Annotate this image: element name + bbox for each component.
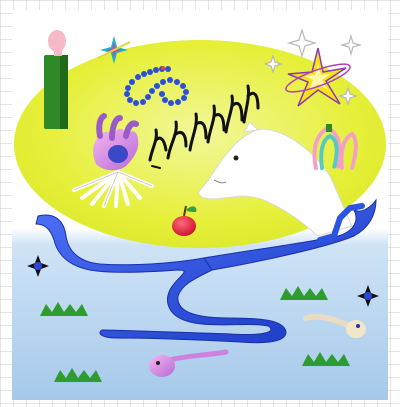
hand-sculpture-icon — [93, 113, 139, 171]
sparkle-icon — [263, 27, 363, 106]
red-apple-icon — [172, 205, 197, 236]
fan-sticks-outline — [73, 171, 153, 207]
grass-tuft-icon — [40, 286, 350, 382]
pink-head-icon — [48, 30, 66, 52]
yellow-star-icon — [285, 47, 351, 107]
blue-river-icon — [35, 198, 377, 344]
black-star-icon — [27, 255, 49, 277]
teal-star-icon — [97, 36, 131, 64]
black-squiggle-figures-icon — [148, 84, 260, 169]
black-star-icon-right — [357, 285, 379, 307]
green-pillar-icon — [44, 30, 68, 129]
cream-tadpole-icon — [303, 313, 366, 338]
white-horse-head-icon — [198, 121, 353, 237]
pink-tadpole-icon — [149, 349, 229, 377]
pink-blue-coil-icon — [312, 124, 358, 170]
blue-bead-scribble-icon — [124, 66, 189, 106]
